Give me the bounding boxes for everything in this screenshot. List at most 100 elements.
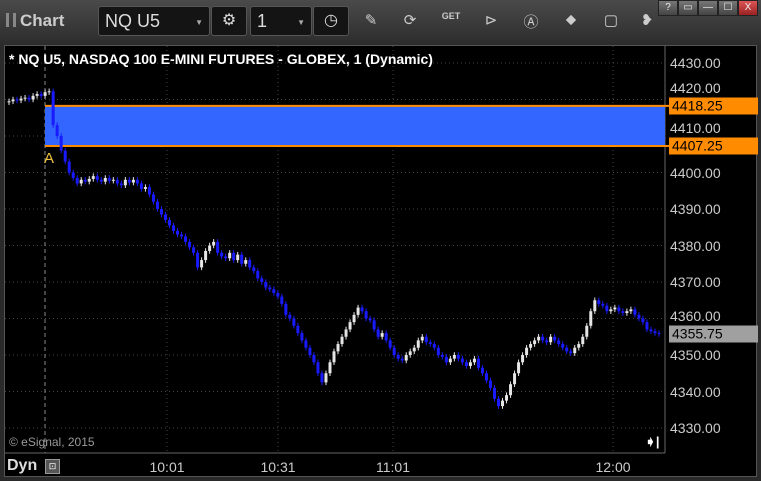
candle (123, 179, 127, 186)
candle (43, 92, 47, 96)
link-icon[interactable]: ⬥ (565, 11, 577, 28)
candle (75, 177, 79, 184)
candle (99, 179, 103, 182)
candle (224, 256, 228, 259)
candle (304, 340, 308, 348)
candle (196, 252, 200, 268)
price-tick: 4350.00 (670, 347, 721, 363)
candle (143, 187, 147, 189)
candle (585, 325, 589, 337)
time-tick: 10:01 (149, 459, 185, 475)
candle (264, 282, 268, 288)
candle (448, 358, 452, 363)
candle (440, 355, 444, 357)
lock-icon[interactable]: ⊡ (45, 459, 60, 474)
jump-to-end-icon[interactable]: ➧| (645, 434, 660, 449)
candle (400, 358, 404, 361)
candle (151, 194, 155, 202)
minimize-button[interactable]: — (698, 0, 718, 16)
candle (452, 355, 456, 359)
candle (573, 347, 577, 354)
price-tick: 4410.00 (670, 120, 721, 137)
drag-grip-icon[interactable] (6, 13, 16, 27)
price-tick: 4330.00 (670, 420, 721, 436)
candle (308, 347, 312, 355)
candle (456, 355, 460, 359)
candle (59, 136, 63, 151)
candle (292, 318, 296, 326)
clock-button[interactable]: ◷ (313, 6, 349, 36)
candle (344, 329, 348, 337)
candle (360, 307, 364, 312)
candle (653, 331, 657, 334)
candle (328, 362, 332, 374)
candle (609, 309, 613, 312)
candle (63, 150, 67, 162)
chevron-down-icon: ▼ (297, 18, 305, 27)
price-tick: 4420.00 (670, 79, 721, 96)
copyright: © eSignal, 2015 (9, 435, 95, 449)
candle (480, 367, 484, 374)
candle (172, 225, 176, 231)
price-tick: 4360.00 (670, 308, 721, 324)
close-button[interactable]: X (738, 0, 758, 16)
candle (83, 179, 87, 182)
candle (541, 336, 545, 341)
pencil-icon[interactable]: ✎ (364, 12, 378, 29)
chevron-down-icon: ▼ (195, 18, 203, 27)
candle (200, 260, 204, 268)
candle (472, 358, 476, 363)
candle (312, 355, 316, 363)
candle (244, 260, 248, 264)
candle (23, 97, 27, 99)
candle (188, 241, 192, 248)
last-price-tag: 4355.75 (669, 325, 758, 343)
title-bar: Chart NQ U5 ▼ ⚙ 1 ▼ ◷ ✎ ⟳ GET ⊳ Ⓐ ⬥ ▢ ❥ ? … (0, 0, 761, 45)
candle (11, 99, 15, 102)
candle (111, 179, 115, 181)
candle (107, 177, 111, 181)
candle (488, 380, 492, 388)
candle (163, 214, 167, 220)
mode-label: Dyn (7, 457, 38, 474)
settings-gear-button[interactable]: ⚙ (211, 6, 247, 36)
candle (288, 314, 292, 319)
symbol-combo[interactable]: NQ U5 ▼ (98, 6, 210, 36)
candle (525, 347, 529, 355)
candle (376, 329, 380, 337)
bird-icon[interactable]: ❥ (640, 12, 654, 29)
candle (380, 333, 384, 337)
candle (404, 355, 408, 361)
chart-panel[interactable]: * NQ U5, NASDAQ 100 E-MINI FUTURES - GLO… (4, 45, 758, 478)
refresh-icon[interactable]: ⟳ (403, 12, 417, 29)
maximize-button[interactable]: ☐ (718, 0, 738, 16)
candle (388, 340, 392, 348)
get-icon[interactable]: GET (441, 11, 461, 21)
help-button[interactable]: ? (658, 0, 678, 16)
comment-icon[interactable]: ▢ (603, 12, 619, 29)
candle (597, 300, 601, 304)
candle (127, 179, 131, 183)
candle (115, 179, 119, 184)
level-tag: 4407.25 (669, 137, 758, 155)
candle (228, 252, 232, 259)
candle (248, 260, 252, 268)
candle (167, 219, 171, 226)
interval-value: 1 (257, 11, 268, 31)
interval-combo[interactable]: 1 ▼ (250, 6, 312, 36)
candle (577, 344, 581, 348)
dock-button[interactable]: ▭ (678, 0, 698, 16)
candle (392, 347, 396, 355)
candle (537, 336, 541, 341)
candle (336, 344, 340, 352)
candle (340, 336, 344, 345)
price-chart[interactable] (5, 46, 758, 478)
price-tick: 4340.00 (670, 383, 721, 400)
play-icon[interactable]: ⊳ (484, 12, 498, 29)
price-tick: 4430.00 (670, 55, 721, 71)
candle (272, 289, 276, 293)
candle (296, 325, 300, 334)
candle (621, 311, 625, 314)
candle (420, 336, 424, 341)
a-icon[interactable]: Ⓐ (523, 14, 539, 31)
